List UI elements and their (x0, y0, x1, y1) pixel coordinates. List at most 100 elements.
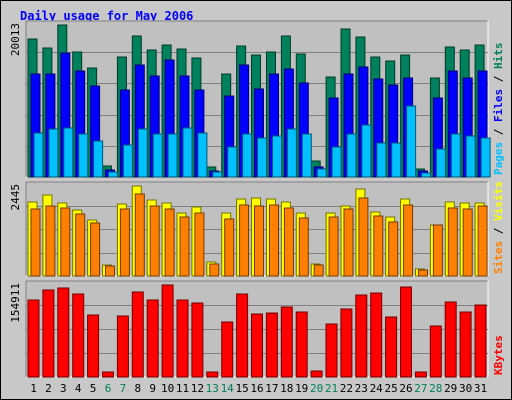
bar-sites-day-17 (269, 204, 279, 277)
x-tick-label-day-22: 22 (340, 382, 353, 395)
bar-pages-day-30 (465, 135, 476, 178)
bar-pages-day-29 (450, 133, 461, 178)
bar-sites-day-28 (432, 224, 443, 277)
x-tick-label-day-17: 17 (265, 382, 278, 395)
bar-kbytes-day-6 (102, 371, 114, 378)
bar-kbytes-day-2 (42, 289, 55, 378)
bar-kbytes-day-18 (280, 306, 293, 378)
bar-kbytes-day-13 (206, 371, 219, 378)
bar-kbytes-day-22 (340, 308, 353, 378)
bar-pages-day-4 (78, 133, 89, 178)
bar-pages-day-18 (286, 128, 297, 178)
bar-sites-day-16 (254, 205, 264, 277)
bar-pages-day-20 (316, 168, 327, 178)
bar-kbytes-day-8 (131, 291, 144, 378)
bar-kbytes-day-25 (385, 316, 398, 378)
x-tick-label-day-12: 12 (191, 382, 204, 395)
bar-kbytes-day-1 (27, 299, 40, 378)
x-tick-label-day-15: 15 (235, 382, 248, 395)
bar-sites-day-4 (75, 213, 86, 277)
legend-separator: / (492, 221, 505, 241)
bar-sites-day-19 (298, 217, 309, 277)
bar-sites-day-29 (447, 207, 458, 277)
bar-sites-day-31 (477, 205, 488, 277)
legend-sites: Sites (492, 241, 505, 274)
x-tick-label-day-11: 11 (176, 382, 189, 395)
bar-pages-day-8 (137, 128, 148, 178)
bar-pages-day-13 (212, 171, 223, 178)
bar-pages-day-21 (331, 146, 342, 178)
y-axis-max-label: 154911 (9, 283, 22, 323)
bar-sites-day-24 (373, 215, 384, 277)
x-tick-label-day-5: 5 (90, 382, 97, 395)
x-tick-label-day-29: 29 (444, 382, 457, 395)
bar-kbytes-day-19 (295, 311, 308, 378)
bar-pages-day-23 (361, 124, 372, 178)
bar-pages-day-11 (182, 127, 193, 178)
bar-pages-day-22 (346, 133, 357, 178)
y-axis-max-label: 2445 (9, 184, 22, 211)
bar-sites-day-3 (60, 207, 71, 277)
bar-kbytes-day-16 (251, 313, 263, 378)
bar-pages-day-12 (197, 132, 208, 178)
legend-separator: / (492, 69, 505, 89)
bar-kbytes-day-27 (414, 371, 427, 378)
bar-pages-day-17 (272, 135, 282, 178)
bar-kbytes-day-29 (444, 301, 457, 378)
bar-kbytes-day-10 (161, 284, 174, 378)
bar-kbytes-day-17 (265, 312, 278, 378)
bar-kbytes-day-24 (370, 292, 383, 378)
bar-pages-day-15 (242, 133, 253, 178)
x-tick-label-day-24: 24 (370, 382, 384, 395)
bar-sites-day-10 (164, 208, 175, 277)
bar-pages-day-5 (93, 140, 104, 178)
bar-sites-day-9 (149, 205, 160, 277)
bar-pages-day-28 (435, 148, 446, 178)
bar-sites-day-15 (239, 204, 250, 277)
bar-kbytes-day-30 (459, 311, 472, 378)
bar-sites-day-5 (90, 222, 101, 277)
x-tick-label-day-31: 31 (474, 382, 487, 395)
bar-pages-day-19 (301, 133, 312, 178)
bar-sites-day-11 (179, 216, 190, 277)
bar-kbytes-day-23 (355, 294, 368, 378)
bar-sites-day-1 (30, 208, 41, 277)
x-tick-label-day-25: 25 (384, 382, 397, 395)
bar-kbytes-day-21 (325, 323, 338, 378)
bar-pages-day-31 (480, 137, 491, 178)
bar-pages-day-14 (227, 146, 238, 178)
bar-pages-day-26 (406, 105, 417, 178)
bar-sites-day-2 (45, 205, 56, 277)
bar-pages-day-6 (108, 171, 118, 178)
bar-pages-day-7 (122, 144, 133, 178)
bar-kbytes-day-15 (236, 293, 249, 378)
x-tick-label-day-27: 27 (414, 382, 427, 395)
bar-pages-day-9 (152, 133, 163, 178)
bar-pages-day-2 (48, 128, 59, 178)
bar-kbytes-day-20 (310, 370, 323, 378)
bar-kbytes-day-9 (146, 299, 159, 378)
bar-sites-day-27 (418, 269, 428, 277)
bar-sites-day-25 (388, 221, 399, 277)
bar-sites-day-7 (119, 208, 130, 277)
y-axis-max-label: 20013 (9, 23, 22, 56)
bar-kbytes-day-26 (400, 286, 412, 378)
bar-sites-day-6 (105, 265, 115, 277)
bar-pages-day-10 (167, 133, 178, 178)
bar-sites-day-18 (283, 207, 294, 277)
bar-sites-day-20 (313, 264, 324, 277)
x-tick-label-day-20: 20 (310, 382, 323, 395)
bar-sites-day-12 (194, 212, 205, 277)
legend-pages: Pages (492, 142, 505, 175)
x-tick-label-day-30: 30 (459, 382, 472, 395)
bar-sites-day-22 (343, 208, 354, 277)
legend-visits: Visits (492, 181, 505, 221)
bar-kbytes-day-14 (221, 321, 234, 378)
bar-sites-day-30 (462, 208, 473, 277)
chart-title: Daily usage for May 2006 (20, 9, 194, 23)
x-tick-label-day-10: 10 (161, 382, 174, 395)
bar-pages-day-24 (376, 142, 387, 178)
bar-kbytes-day-5 (87, 314, 100, 378)
x-tick-label-day-28: 28 (429, 382, 442, 395)
